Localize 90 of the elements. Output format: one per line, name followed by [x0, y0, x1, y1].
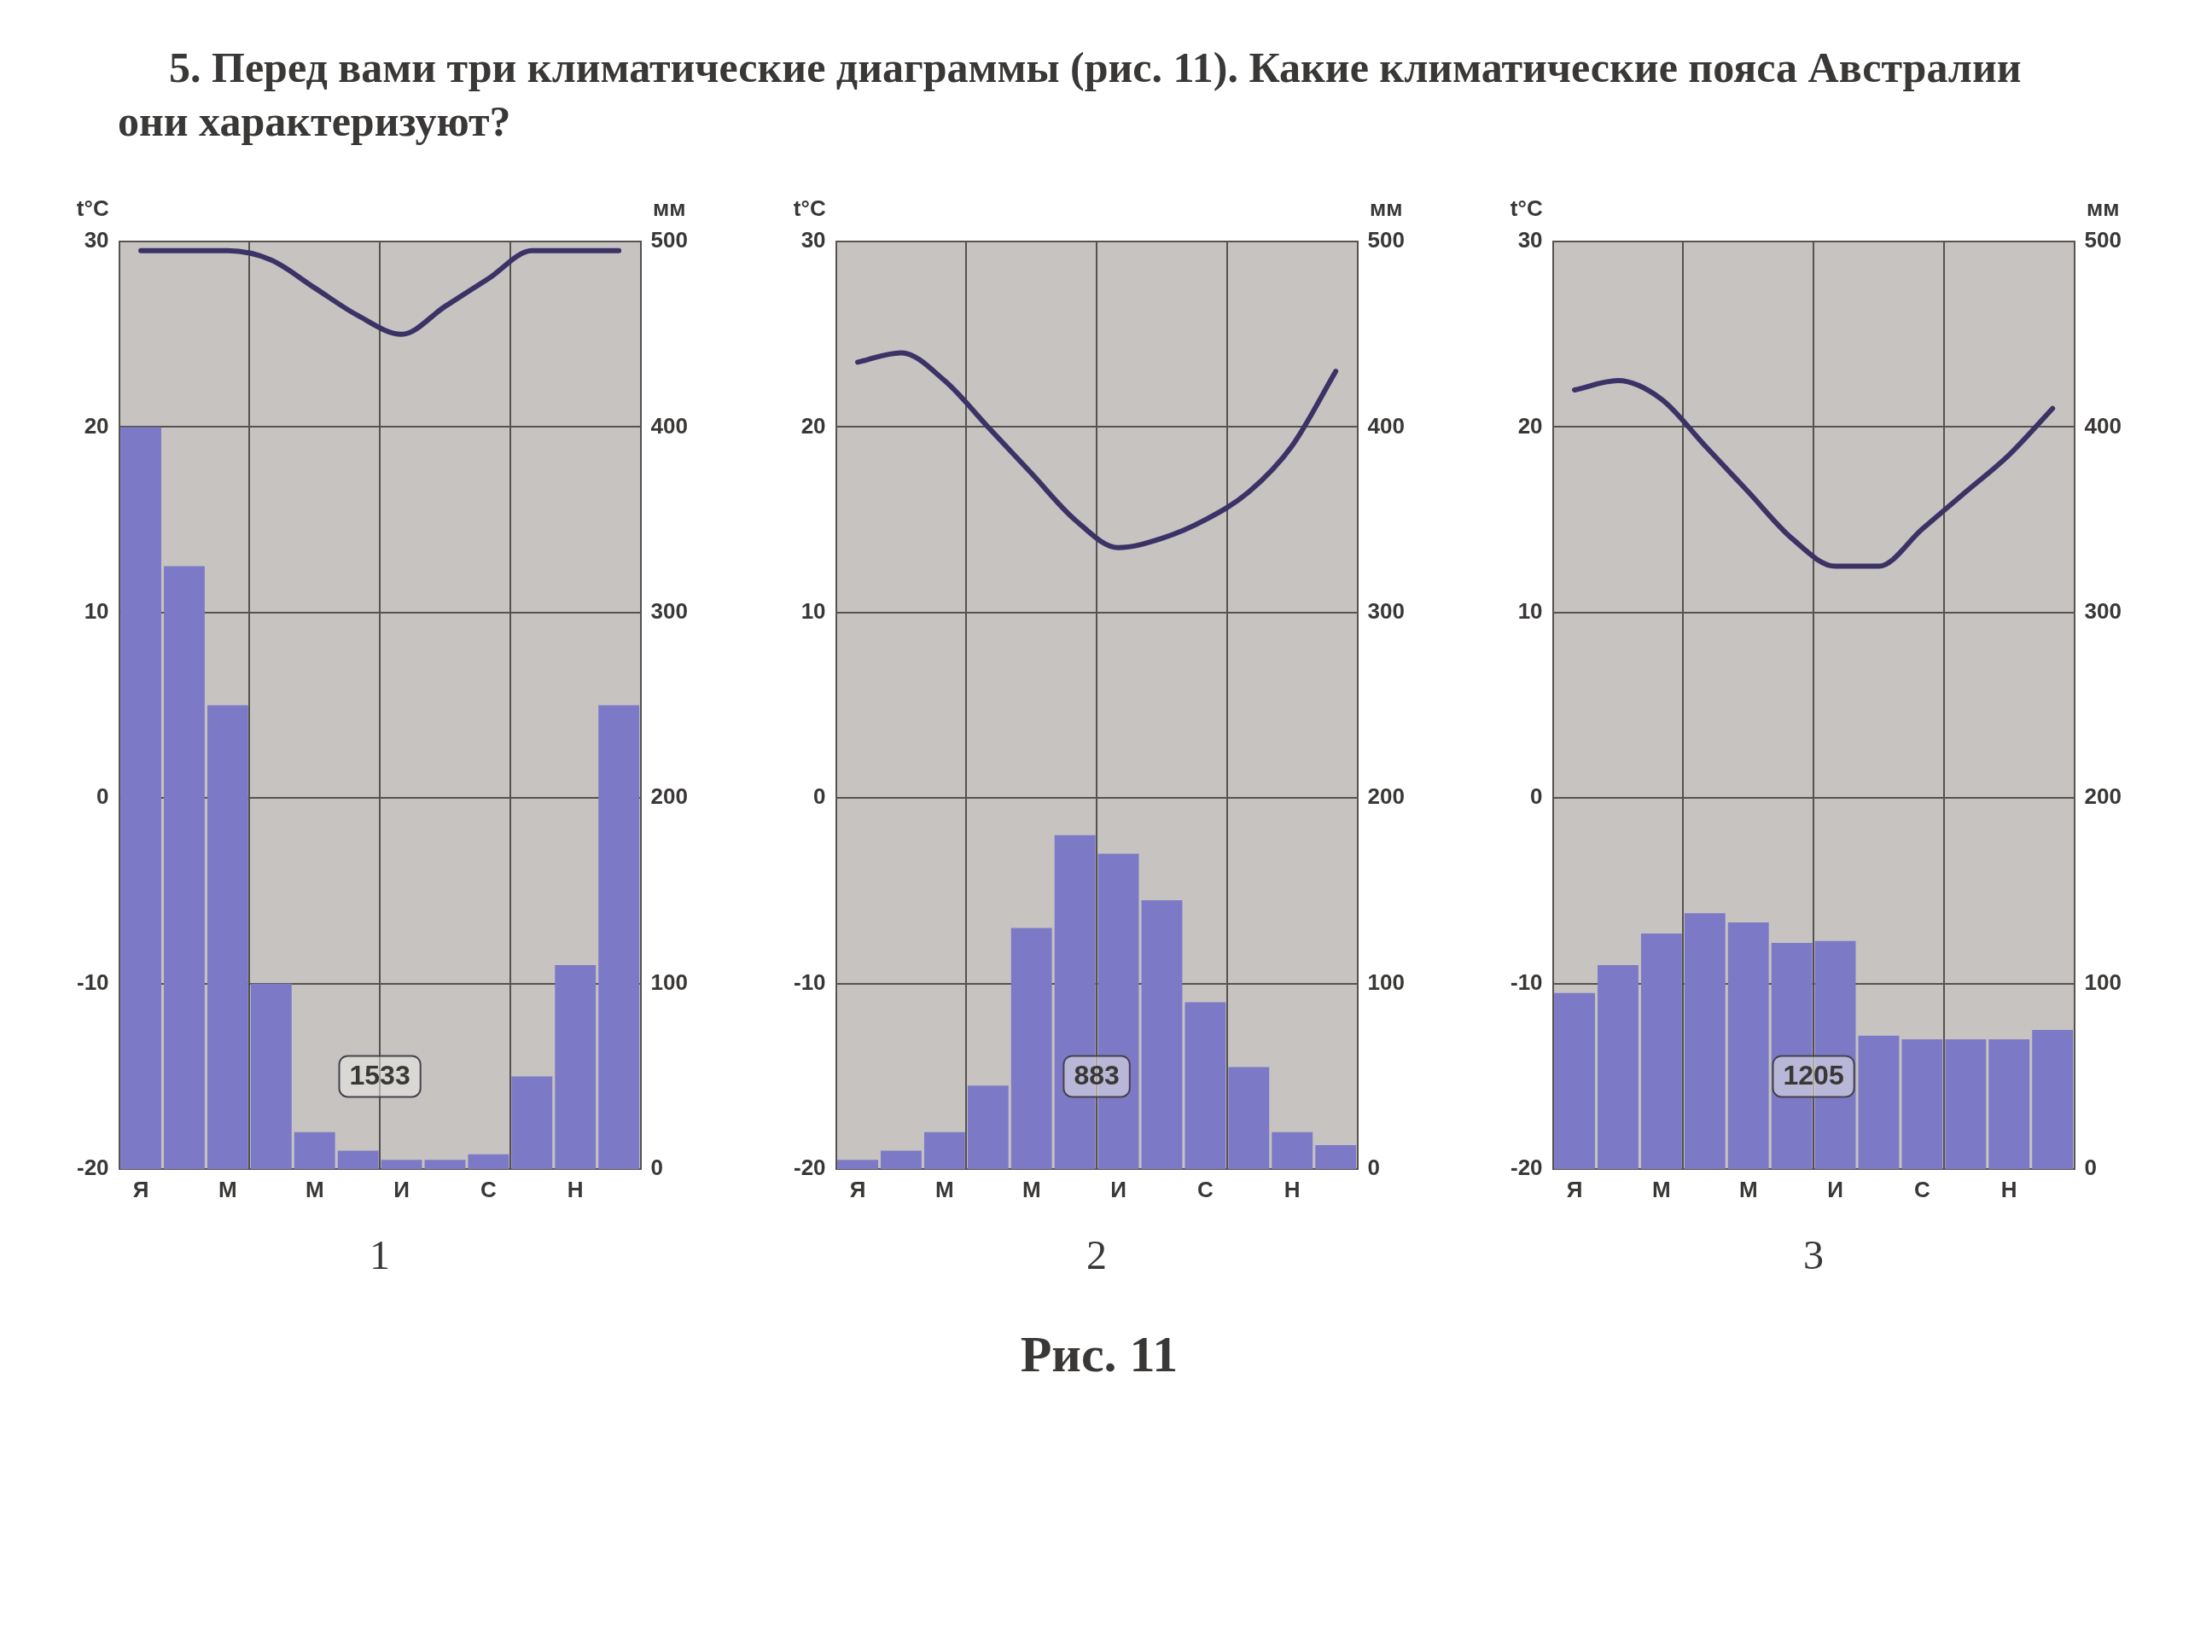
bar	[881, 1150, 922, 1170]
x-tick-label: И	[1110, 1176, 1126, 1202]
y-tick-label: 10	[800, 598, 826, 625]
bar	[250, 983, 292, 1170]
y2-tick-label: 500	[650, 227, 689, 253]
bar	[1141, 899, 1183, 1170]
y2-tick-label: 500	[2084, 227, 2122, 253]
y2-tick-label: 400	[2084, 412, 2122, 439]
x-axis-title: 3	[1803, 1231, 1825, 1277]
y2-tick-label: 300	[2084, 598, 2122, 625]
x-tick-label: Я	[849, 1176, 866, 1202]
y2-tick-label: 400	[1367, 412, 1406, 439]
annotation: 1205	[1783, 1060, 1844, 1091]
annotation: 883	[1074, 1060, 1120, 1091]
bar	[120, 427, 161, 1170]
bar	[1185, 1002, 1226, 1170]
bar	[1315, 1144, 1357, 1170]
y-tick-label: -10	[1511, 969, 1543, 995]
y2-axis-title: мм	[653, 195, 686, 222]
y-axis-title: t°C	[1510, 195, 1543, 222]
x-tick-label: М	[1022, 1176, 1041, 1202]
bar	[164, 566, 205, 1170]
y-tick-label: 30	[1517, 227, 1543, 253]
x-tick-label: И	[393, 1176, 410, 1202]
y-tick-label: 20	[84, 412, 109, 439]
y-tick-label: 0	[1530, 783, 1543, 810]
x-tick-label: М	[935, 1176, 954, 1202]
y2-tick-label: 100	[2084, 969, 2122, 995]
y-tick-label: -10	[77, 969, 109, 995]
y-tick-label: 20	[1517, 412, 1543, 439]
bar	[468, 1154, 509, 1170]
y2-axis-title: мм	[1370, 195, 1403, 222]
bar	[381, 1160, 422, 1170]
x-tick-label: С	[1914, 1176, 1931, 1202]
y2-tick-label: 100	[650, 969, 689, 995]
y-tick-label: 30	[84, 227, 109, 253]
y2-tick-label: 0	[2084, 1155, 2098, 1181]
x-tick-label: М	[305, 1176, 324, 1202]
y-tick-label: 0	[96, 783, 109, 810]
annotation: 1533	[349, 1060, 410, 1091]
bar	[294, 1131, 335, 1170]
y2-tick-label: 300	[1367, 598, 1406, 625]
bar	[337, 1150, 379, 1170]
x-axis-title: 2	[1086, 1231, 1108, 1277]
bar	[1010, 928, 1052, 1170]
x-tick-label: Я	[132, 1176, 149, 1202]
y2-tick-label: 200	[1367, 783, 1406, 810]
bar	[967, 1085, 1009, 1170]
bar	[511, 1076, 553, 1170]
y2-axis-title: мм	[2087, 195, 2120, 222]
bar	[1272, 1131, 1313, 1170]
x-tick-label: И	[1827, 1176, 1843, 1202]
x-tick-label: Н	[1284, 1176, 1301, 1202]
x-tick-label: Н	[2000, 1176, 2017, 1202]
x-tick-label: Я	[1566, 1176, 1583, 1202]
y2-tick-label: 500	[1367, 227, 1406, 253]
y2-tick-label: 300	[650, 598, 689, 625]
bar	[424, 1160, 466, 1170]
x-tick-label: М	[1652, 1176, 1671, 1202]
x-tick-label: Н	[567, 1176, 584, 1202]
x-axis-title: 1	[370, 1231, 391, 1277]
y2-tick-label: 200	[2084, 783, 2122, 810]
y2-tick-label: 200	[650, 783, 689, 810]
text: 5. Перед вами три климатические диаграммы (рис. 11). Какие климатические пояса Австралии они характеризуют?	[118, 43, 2023, 147]
y-tick-label: 10	[84, 598, 109, 625]
y-tick-label: -20	[77, 1155, 109, 1181]
y2-tick-label: 0	[1367, 1155, 1381, 1181]
y-tick-label: 30	[800, 227, 826, 253]
y-tick-label: 10	[1517, 598, 1543, 625]
y-tick-label: -20	[794, 1155, 826, 1181]
bar	[207, 705, 248, 1170]
x-tick-label: С	[480, 1176, 498, 1202]
y-axis-title: t°C	[76, 195, 109, 222]
bar	[923, 1131, 965, 1170]
x-tick-label: С	[1197, 1176, 1214, 1202]
x-tick-label: М	[218, 1176, 237, 1202]
bar	[555, 965, 597, 1170]
y2-tick-label: 0	[650, 1155, 664, 1181]
y-tick-label: -10	[794, 969, 826, 995]
text: Рис. 11	[1020, 1325, 1179, 1384]
y-tick-label: -20	[1511, 1155, 1543, 1181]
y-axis-title: t°C	[793, 195, 826, 222]
bar	[598, 705, 640, 1170]
y2-tick-label: 400	[650, 412, 689, 439]
y-tick-label: 20	[800, 412, 826, 439]
bar	[837, 1160, 878, 1170]
x-tick-label: М	[1738, 1176, 1758, 1202]
y2-tick-label: 100	[1367, 969, 1406, 995]
bar	[1228, 1067, 1270, 1170]
y-tick-label: 0	[813, 783, 826, 810]
